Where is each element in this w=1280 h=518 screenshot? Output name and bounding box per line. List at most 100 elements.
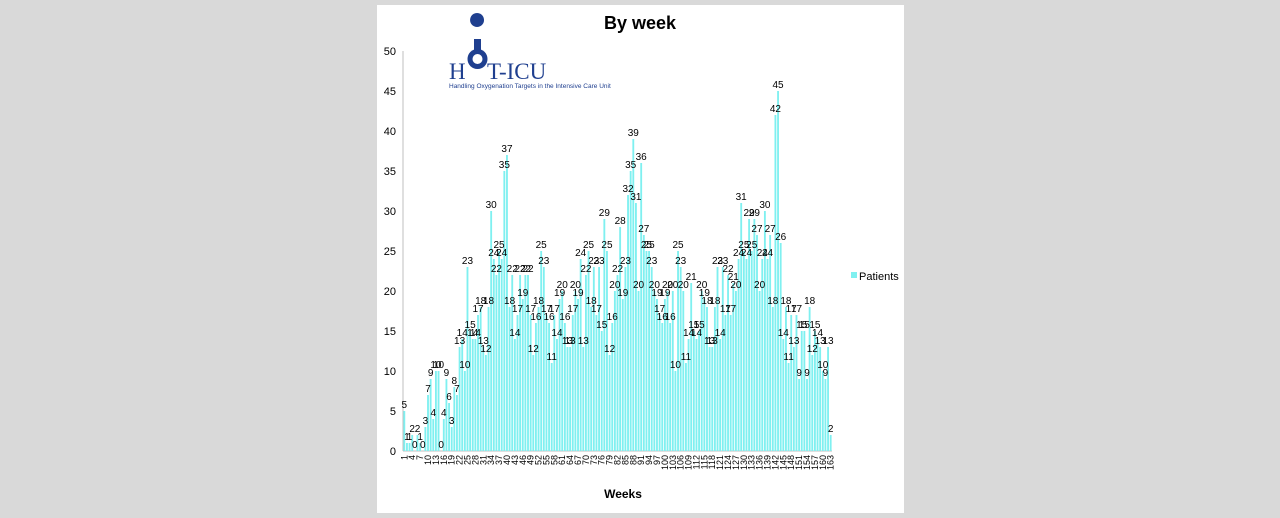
bar-value-label: 27: [638, 224, 650, 235]
bar: [587, 251, 590, 451]
bar: [761, 259, 764, 451]
bar: [808, 307, 811, 451]
bar: [637, 291, 640, 451]
bar: [800, 331, 803, 451]
bar-value-label: 13: [578, 336, 590, 347]
bar-value-label: 24: [757, 248, 769, 259]
bar: [463, 371, 466, 451]
bar: [711, 347, 714, 451]
bar: [611, 323, 614, 451]
bar-chart: By week H T-ICU Handling Oxygenation Tar…: [384, 13, 899, 501]
x-tick-label: 160: [818, 455, 828, 470]
bar: [777, 91, 779, 451]
bar: [516, 315, 519, 451]
bar: [592, 267, 595, 451]
bar: [553, 315, 556, 451]
bar-value-label: 11: [681, 352, 692, 363]
bar-value-label: 19: [651, 288, 663, 299]
x-tick-label: 94: [644, 455, 654, 465]
bar: [792, 347, 795, 451]
x-tick-label: 100: [660, 455, 670, 470]
bar-value-label: 17: [654, 304, 666, 315]
bar-value-label: 1: [407, 432, 413, 443]
bar-value-label: 14: [812, 328, 824, 339]
bar: [563, 323, 566, 451]
bar-value-label: 14: [457, 328, 469, 339]
bar-value-label: 19: [699, 288, 711, 299]
bar: [806, 379, 808, 451]
bar-value-label: 25: [583, 240, 595, 251]
bar-value-label: 15: [694, 320, 706, 331]
bar-value-label: 12: [528, 344, 540, 355]
x-tick-label: 19: [447, 455, 457, 465]
x-tick-label: 142: [770, 455, 780, 470]
bar-value-label: 20: [754, 280, 766, 291]
bar-value-label: 30: [486, 200, 498, 211]
bar-value-label: 23: [462, 256, 474, 267]
bar-value-label: 35: [625, 160, 637, 171]
bar: [466, 267, 469, 451]
bar-value-label: 10: [670, 360, 682, 371]
bar: [582, 347, 585, 451]
bar-value-label: 19: [517, 288, 529, 299]
bar-value-label: 9: [796, 368, 802, 379]
bar-value-label: 0: [412, 440, 418, 451]
x-tick-label: 79: [605, 455, 615, 465]
bar: [503, 171, 506, 451]
bar: [506, 155, 508, 451]
bar-value-label: 19: [659, 288, 671, 299]
x-tick-label: 73: [589, 455, 599, 465]
x-tick-label: 25: [462, 455, 472, 465]
bar: [624, 267, 627, 451]
bar: [803, 331, 806, 451]
bar-value-label: 37: [501, 144, 513, 155]
bar: [537, 307, 540, 451]
bar: [669, 323, 672, 451]
x-tick-label: 151: [794, 455, 804, 470]
x-tick-label: 115: [699, 455, 709, 469]
x-tick-label: 163: [826, 455, 836, 470]
bar: [700, 291, 703, 451]
y-tick-label: 0: [390, 446, 396, 458]
bar: [492, 259, 495, 451]
bar: [758, 291, 761, 451]
bar-value-label: 18: [780, 296, 792, 307]
bar-value-label: 36: [636, 152, 648, 163]
x-tick-label: 49: [526, 455, 536, 465]
x-tick-label: 4: [407, 455, 417, 460]
bar: [766, 259, 769, 451]
bar-value-label: 13: [704, 336, 716, 347]
bar: [484, 355, 487, 451]
bar: [495, 275, 498, 451]
bar: [487, 307, 490, 451]
bar-value-label: 25: [644, 240, 656, 251]
bar: [442, 419, 445, 451]
bar-value-label: 20: [667, 280, 679, 291]
bar-value-label: 31: [630, 192, 642, 203]
bar-value-label: 22: [515, 264, 527, 275]
x-tick-label: 13: [431, 455, 441, 465]
bar-value-label: 18: [504, 296, 516, 307]
x-tick-label: 1: [399, 455, 409, 460]
bar: [542, 267, 545, 451]
x-tick-label: 55: [541, 455, 551, 465]
x-tick-label: 7: [415, 455, 425, 460]
bar: [787, 363, 790, 451]
bar-value-label: 25: [672, 240, 684, 251]
bar-value-label: 23: [675, 256, 687, 267]
bar-value-label: 23: [717, 256, 729, 267]
x-tick-label: 58: [549, 455, 559, 465]
bar: [635, 203, 637, 451]
bar-value-label: 0: [420, 440, 426, 451]
bar: [742, 251, 745, 451]
bar: [579, 259, 582, 451]
bar: [498, 251, 500, 451]
bar-value-label: 25: [738, 240, 750, 251]
x-axis-ticks: 1471013161922252831343740434649525558616…: [399, 455, 835, 470]
bar: [482, 347, 485, 451]
bar-value-label: 17: [472, 304, 484, 315]
bar-value-label: 23: [712, 256, 724, 267]
bar: [811, 355, 814, 451]
bar: [769, 235, 772, 451]
bar-value-label: 20: [678, 280, 690, 291]
